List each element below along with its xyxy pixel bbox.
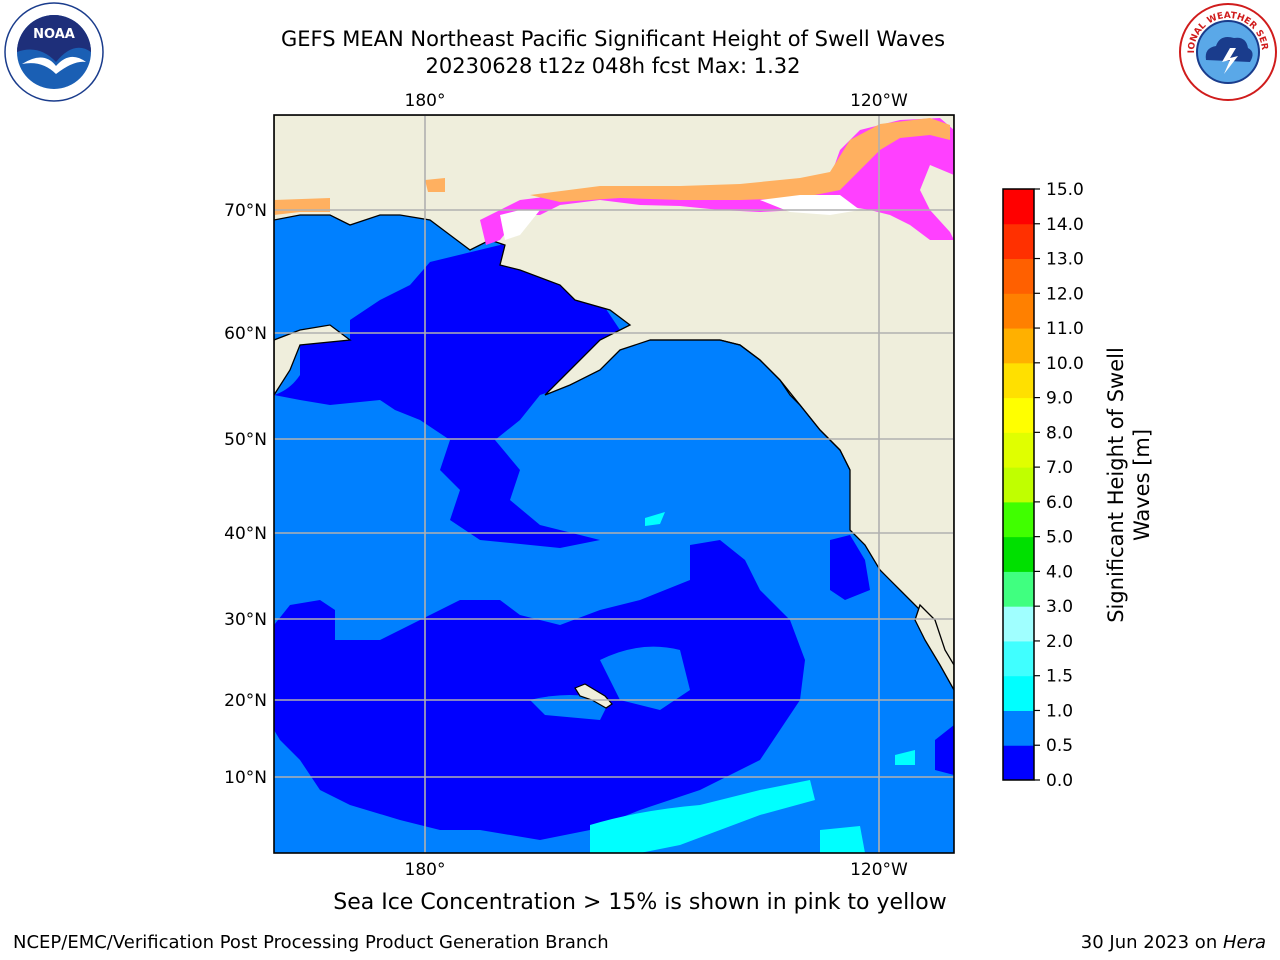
colorbar-tick-label: 9.0 [1046,389,1073,409]
colorbar-swatch [1003,293,1034,329]
colorbar-tick-label: 14.0 [1046,215,1084,235]
colorbar-tick-label: 1.5 [1046,667,1073,687]
map-area [274,115,954,853]
colorbar-tick-label: 7.0 [1046,458,1073,478]
map-gridlines [274,115,954,853]
colorbar-swatch [1003,501,1034,538]
lat-label-40n: 40°N [224,524,267,544]
lat-label-30n: 30°N [224,610,267,630]
colorbar-tick-label: 4.0 [1046,562,1073,582]
colorbar-swatch [1003,467,1034,503]
footer-date: 30 Jun 2023 on Hera [1081,932,1266,953]
colorbar-swatch [1003,189,1034,225]
land-north-america-asia [274,115,954,671]
lon-label-bottom-180: 180° [405,860,446,880]
colorbar-frame [1002,188,1035,781]
colorbar-swatch [1003,258,1034,294]
colorbar-tick-label: 8.0 [1046,423,1073,443]
colorbar: 0.0 0.5 1.0 1.5 2.0 3.0 4.0 5.0 6.0 7.0 8.0 9.0 10.0… [1003,180,1084,791]
lat-label-70n: 70°N [224,201,267,221]
ocean-swell-cyan-2 [820,826,865,853]
colorbar-title-line2: Waves [m] [1130,429,1154,541]
lon-label-bottom-120w: 120°W [850,860,908,880]
colorbar-tick-label: 12.0 [1046,284,1084,304]
footer-date-text: 30 Jun 2023 on [1080,932,1223,953]
map-frame [273,114,955,854]
lon-label-top-180: 180° [405,91,446,111]
lat-label-10n: 10°N [224,768,267,788]
colorbar-tick-label: 0.0 [1046,771,1073,791]
colorbar-swatch [1003,710,1034,746]
ocean-swell-hawaii-south [530,695,610,720]
ocean-swell-coastal [830,535,870,600]
ocean-swell-bering [274,230,620,548]
colorbar-tick-label: 15.0 [1046,180,1084,200]
colorbar-tick-label: 10.0 [1046,354,1084,374]
lat-label-60n: 60°N [224,324,267,344]
colorbar-tick-label: 0.5 [1046,736,1073,756]
ocean-swell-east [935,725,954,775]
ocean-swell-hawaii-area [600,646,690,710]
colorbar-tick-label: 1.0 [1046,701,1073,721]
colorbar-swatch [1003,362,1034,399]
colorbar-tick-label: 11.0 [1046,319,1084,339]
colorbar-tick-label: 13.0 [1046,250,1084,270]
ocean-swell-1.0-1.5 [590,780,815,853]
noaa-logo-text: NOAA [33,27,75,42]
sea-ice-arctic-edge [530,118,950,202]
footer-credit: NCEP/EMC/Verification Post Processing Pr… [13,932,609,953]
lat-label-50n: 50°N [224,430,267,450]
map-title: GEFS MEAN Northeast Pacific Significant … [280,27,946,51]
nws-logo: NATIONAL WEATHER SERVICE [1178,2,1277,101]
colorbar-swatch [1003,571,1034,607]
sea-ice-note: Sea Ice Concentration > 15% is shown in … [333,890,947,915]
colorbar-tick-label: 3.0 [1046,597,1073,617]
colorbar-swatch [1003,223,1034,260]
lon-label-top-120w: 120°W [850,91,908,111]
colorbar-swatch [1003,432,1034,468]
sea-ice-white-1 [500,210,540,240]
land-kamchatka [274,324,352,397]
ocean-swell-cyan-3 [895,750,915,765]
ocean-swell-central [274,540,805,840]
noaa-logo: NOAA [4,2,104,102]
sea-ice-island [425,178,445,192]
colorbar-tick-label: 2.0 [1046,632,1073,652]
ocean-swell-cyan-4 [645,512,665,526]
colorbar-swatch [1003,328,1034,364]
footer-host: Hera [1222,932,1266,953]
colorbar-title-line1: Significant Height of Swell [1104,347,1128,623]
colorbar-swatch [1003,536,1034,572]
lat-label-20n: 20°N [224,691,267,711]
colorbar-swatch [1003,745,1034,781]
colorbar-tick-label: 5.0 [1046,528,1073,548]
colorbar-swatch [1003,640,1034,677]
colorbar-swatch [1003,675,1034,711]
colorbar-swatch [1003,606,1034,642]
colorbar-title: Significant Height of Swell Waves [m] [1104,347,1154,623]
land-baja [914,603,954,692]
coastline-gulf-of-alaska [650,339,851,471]
map-subtitle: 20230628 t12z 048h fcst Max: 1.32 [425,54,801,78]
colorbar-swatch [1003,397,1034,433]
colorbar-tick-label: 6.0 [1046,493,1073,513]
land-hawaii [574,683,613,709]
